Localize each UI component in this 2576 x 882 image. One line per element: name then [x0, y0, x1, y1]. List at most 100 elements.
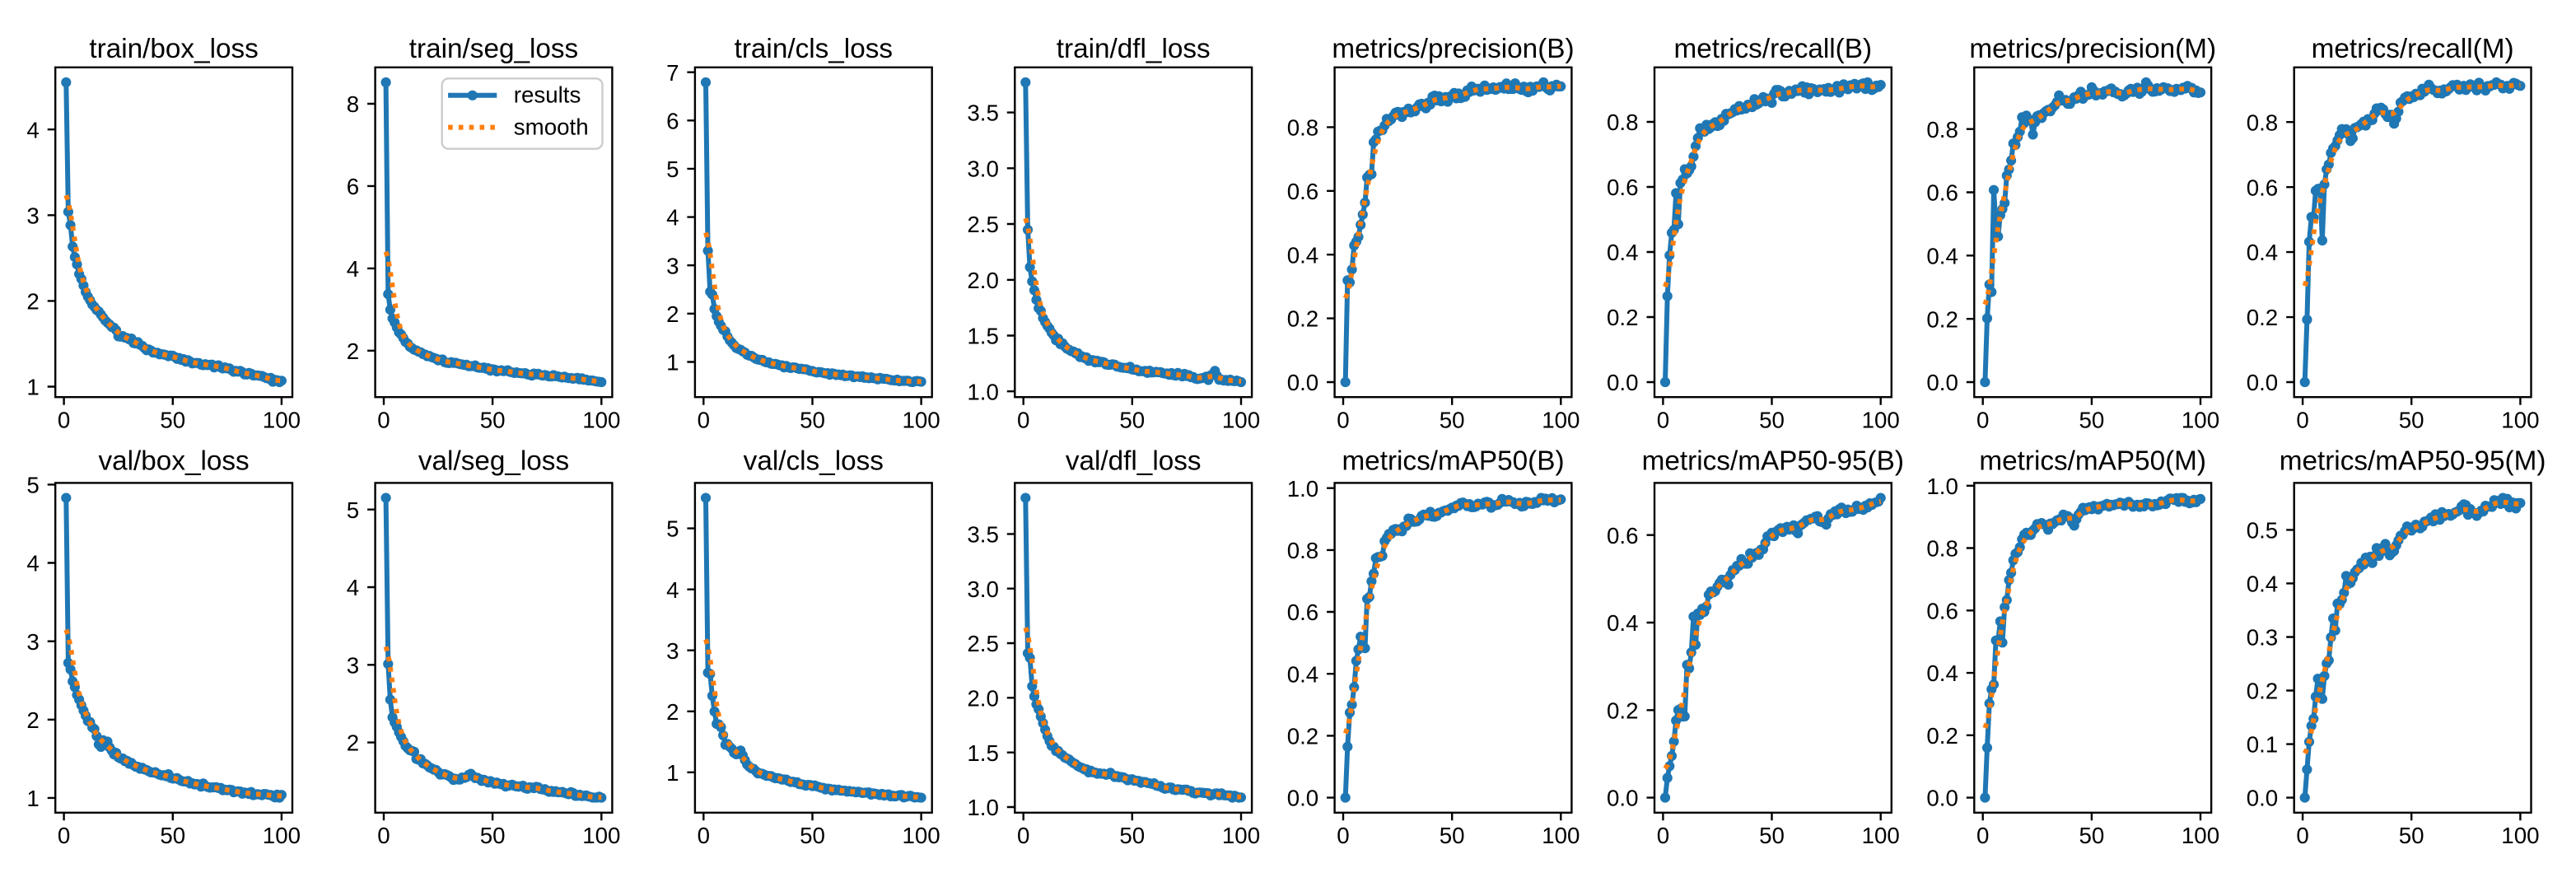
svg-text:4: 4 — [347, 256, 359, 282]
svg-text:0: 0 — [1976, 823, 1989, 848]
svg-text:0: 0 — [58, 407, 70, 432]
svg-text:3: 3 — [347, 652, 359, 678]
svg-text:50: 50 — [2399, 407, 2424, 432]
svg-text:0.2: 0.2 — [1926, 306, 1958, 332]
svg-text:0.8: 0.8 — [1287, 538, 1319, 563]
svg-text:2.0: 2.0 — [967, 268, 999, 293]
svg-text:2.5: 2.5 — [967, 212, 999, 237]
svg-text:50: 50 — [1119, 823, 1145, 848]
svg-text:50: 50 — [1759, 407, 1785, 432]
svg-text:metrics/precision(B): metrics/precision(B) — [1332, 34, 1574, 64]
svg-text:3: 3 — [26, 203, 39, 228]
svg-text:train/box_loss: train/box_loss — [89, 34, 258, 64]
svg-text:0.0: 0.0 — [1926, 786, 1958, 811]
svg-text:100: 100 — [902, 823, 940, 848]
svg-text:0: 0 — [1017, 407, 1029, 432]
svg-text:7: 7 — [666, 60, 679, 86]
svg-text:1: 1 — [666, 760, 679, 786]
svg-text:0.6: 0.6 — [1926, 180, 1958, 206]
svg-text:0.8: 0.8 — [2247, 110, 2279, 135]
svg-text:50: 50 — [480, 823, 506, 848]
svg-text:0.1: 0.1 — [2247, 732, 2279, 758]
svg-text:2: 2 — [347, 730, 359, 756]
svg-text:0.8: 0.8 — [1607, 110, 1639, 135]
svg-text:0.0: 0.0 — [2247, 786, 2279, 811]
svg-text:0.2: 0.2 — [1607, 305, 1639, 330]
svg-text:0: 0 — [698, 407, 710, 432]
svg-text:train/dfl_loss: train/dfl_loss — [1057, 34, 1211, 64]
svg-text:1: 1 — [26, 786, 39, 811]
svg-text:val/seg_loss: val/seg_loss — [418, 446, 569, 477]
svg-text:metrics/recall(M): metrics/recall(M) — [2312, 34, 2514, 64]
svg-text:4: 4 — [666, 577, 679, 603]
svg-text:0: 0 — [1657, 407, 1669, 432]
svg-text:50: 50 — [1119, 407, 1145, 432]
svg-text:3.0: 3.0 — [967, 576, 999, 602]
svg-text:2: 2 — [666, 699, 679, 725]
svg-text:0: 0 — [58, 823, 70, 848]
svg-text:metrics/mAP50(M): metrics/mAP50(M) — [1979, 446, 2206, 477]
svg-text:50: 50 — [160, 407, 185, 432]
svg-text:0.2: 0.2 — [2247, 679, 2279, 704]
svg-text:3: 3 — [666, 253, 679, 278]
svg-text:100: 100 — [2182, 407, 2219, 432]
svg-text:0.6: 0.6 — [1287, 600, 1319, 625]
svg-text:1.0: 1.0 — [967, 379, 999, 404]
svg-text:4: 4 — [347, 575, 359, 600]
svg-text:100: 100 — [582, 407, 620, 432]
svg-text:3.0: 3.0 — [967, 156, 999, 181]
svg-text:2: 2 — [26, 707, 39, 733]
svg-text:metrics/mAP50(B): metrics/mAP50(B) — [1342, 446, 1564, 477]
svg-text:100: 100 — [1542, 823, 1580, 848]
svg-text:6: 6 — [666, 108, 679, 133]
svg-text:5: 5 — [347, 497, 359, 523]
svg-text:100: 100 — [1542, 407, 1580, 432]
svg-text:50: 50 — [2399, 823, 2424, 848]
svg-text:5: 5 — [666, 156, 679, 182]
svg-text:0.4: 0.4 — [1926, 243, 1958, 268]
svg-text:0.2: 0.2 — [1926, 723, 1958, 749]
svg-text:0: 0 — [1337, 407, 1349, 432]
svg-text:2.5: 2.5 — [967, 631, 999, 656]
svg-text:0.6: 0.6 — [1607, 175, 1639, 200]
svg-text:0: 0 — [698, 823, 710, 848]
svg-text:0: 0 — [1976, 407, 1989, 432]
svg-text:50: 50 — [160, 823, 185, 848]
svg-text:1.0: 1.0 — [967, 795, 999, 820]
svg-text:50: 50 — [1440, 823, 1465, 848]
svg-text:1.5: 1.5 — [967, 740, 999, 766]
svg-text:0.3: 0.3 — [2247, 625, 2279, 651]
svg-text:0.0: 0.0 — [1926, 370, 1958, 395]
svg-text:1: 1 — [26, 375, 39, 400]
svg-text:100: 100 — [263, 407, 301, 432]
svg-text:0.4: 0.4 — [1287, 242, 1319, 268]
svg-text:0.4: 0.4 — [2247, 240, 2279, 265]
svg-text:100: 100 — [1222, 407, 1260, 432]
svg-text:5: 5 — [26, 473, 39, 498]
svg-text:0.4: 0.4 — [2247, 572, 2279, 597]
svg-text:100: 100 — [902, 407, 940, 432]
svg-text:100: 100 — [2501, 823, 2539, 848]
svg-text:0.5: 0.5 — [2247, 518, 2279, 544]
svg-text:0.8: 0.8 — [1926, 536, 1958, 562]
svg-text:4: 4 — [666, 205, 679, 231]
svg-text:val/box_loss: val/box_loss — [98, 446, 249, 477]
svg-text:0.0: 0.0 — [1287, 370, 1319, 395]
svg-text:0.6: 0.6 — [1607, 523, 1639, 548]
svg-text:0.6: 0.6 — [1287, 179, 1319, 204]
svg-text:50: 50 — [2079, 407, 2104, 432]
svg-text:2.0: 2.0 — [967, 685, 999, 711]
svg-text:4: 4 — [26, 551, 39, 576]
svg-text:100: 100 — [2182, 823, 2219, 848]
svg-text:6: 6 — [347, 174, 359, 199]
svg-text:5: 5 — [666, 516, 679, 542]
svg-text:3: 3 — [26, 629, 39, 655]
svg-text:0: 0 — [377, 823, 390, 848]
svg-text:0: 0 — [1337, 823, 1349, 848]
svg-text:metrics/precision(M): metrics/precision(M) — [1969, 34, 2216, 64]
svg-text:2: 2 — [347, 338, 359, 364]
svg-text:val/cls_loss: val/cls_loss — [744, 446, 884, 477]
svg-text:0.4: 0.4 — [1607, 610, 1639, 636]
svg-text:0: 0 — [1017, 823, 1029, 848]
svg-text:0.6: 0.6 — [1926, 598, 1958, 623]
